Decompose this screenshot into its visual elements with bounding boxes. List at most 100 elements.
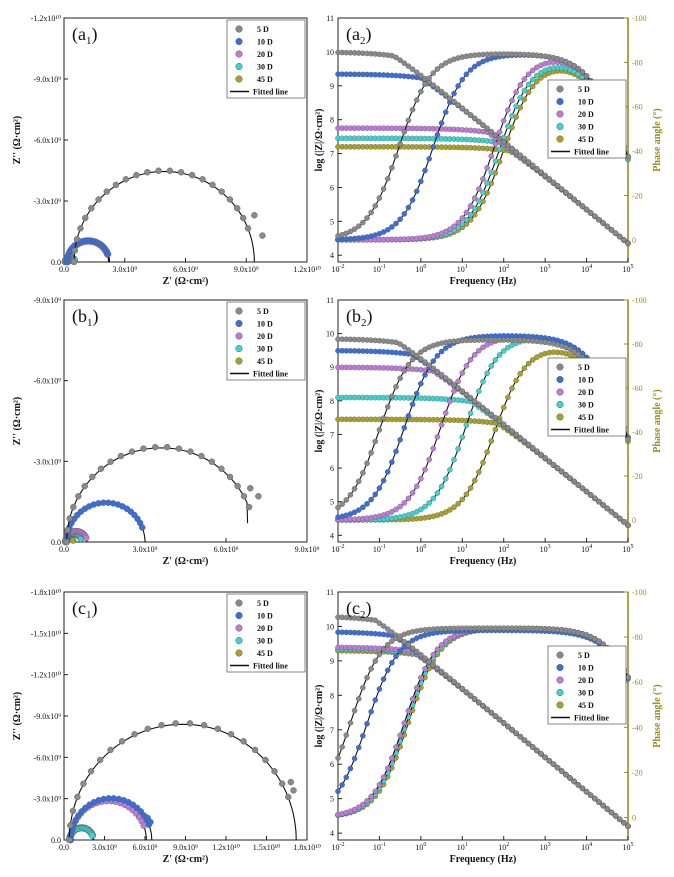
modulus-point: [550, 761, 557, 768]
y2-tick-label: -60: [632, 103, 643, 112]
x-axis-label: Z' (Ω·cm²): [163, 854, 209, 865]
y2-tick-label: -40: [632, 147, 643, 156]
legend-marker: [556, 376, 564, 384]
phase-point: [529, 67, 536, 74]
modulus-point: [538, 751, 544, 757]
y2-tick-label: -40: [632, 428, 643, 437]
data-point: [81, 482, 88, 490]
y-axis-label: log (|Z|/Ω·cm²): [314, 390, 325, 453]
legend-label: 45 D: [578, 135, 594, 144]
x-tick-label: 1.2x10¹⁰: [293, 265, 321, 274]
modulus-point: [546, 758, 553, 764]
modulus-point: [500, 138, 507, 145]
y-tick-label: -9.0x10⁹: [34, 75, 62, 84]
modulus-point: [413, 69, 420, 76]
data-point: [77, 225, 84, 232]
x-tick-label: 105: [623, 544, 634, 554]
data-point: [147, 818, 154, 826]
phase-point: [347, 492, 354, 498]
x-tick-label: 10-1: [373, 544, 386, 554]
data-point: [226, 473, 234, 481]
x-tick-label: 10-2: [332, 544, 345, 554]
phase-point: [422, 81, 428, 88]
phase-point: [625, 436, 631, 443]
phase-point: [368, 793, 374, 800]
plot-frame: [63, 299, 308, 543]
phase-point: [384, 226, 391, 233]
y-tick-label: 10: [326, 330, 334, 339]
x-tick-label: 102: [498, 264, 509, 274]
legend-label: 5 D: [257, 307, 269, 316]
x-tick-label: 1.8x10¹⁰: [293, 843, 321, 852]
y2-tick-label: 0: [632, 813, 636, 822]
legend-marker: [235, 624, 243, 632]
legend-box: [547, 79, 627, 159]
legend-label: Fitted line: [574, 426, 609, 435]
y-tick-label: -6.0x10⁹: [34, 136, 62, 145]
modulus-point: [612, 813, 619, 819]
phase-point: [409, 696, 416, 702]
modulus-point: [463, 108, 470, 115]
modulus-point: [558, 768, 565, 774]
modulus-point: [418, 652, 424, 658]
modulus-point: [546, 458, 553, 465]
y2-tick-label: -60: [632, 678, 643, 687]
phase-point: [376, 195, 383, 201]
phase-point: [451, 504, 457, 510]
legend-label: 45 D: [257, 357, 273, 366]
phase-point: [389, 638, 395, 644]
phase-point: [384, 641, 391, 648]
data-point: [290, 787, 297, 794]
phase-point: [463, 71, 470, 78]
legend-marker: [235, 75, 243, 83]
data-point: [128, 448, 136, 455]
modulus-point: [484, 706, 490, 712]
legend-marker: [556, 676, 564, 684]
modulus-point: [451, 381, 457, 388]
modulus-point: [409, 66, 416, 72]
phase-point: [347, 765, 354, 772]
data-point: [218, 188, 225, 195]
phase-point: [517, 370, 524, 377]
phase-point: [389, 224, 395, 230]
modulus-point: [500, 720, 507, 726]
phase-point: [438, 422, 445, 428]
y2-tick-label: 0: [632, 516, 636, 525]
legend-marker: [235, 307, 243, 315]
y-tick-label: 5: [330, 498, 334, 507]
legend-marker: [556, 135, 564, 143]
modulus-point: [476, 699, 482, 706]
modulus-point: [538, 169, 544, 175]
y-tick-label: -3.0x10⁹: [34, 197, 62, 206]
data-point: [96, 756, 104, 764]
phase-point: [529, 357, 536, 363]
y-axis-label: Z'' (Ω·cm²): [12, 397, 23, 446]
legend-box: [226, 301, 306, 381]
phase-point: [579, 69, 586, 75]
y-tick-label: -1.2x10¹⁰: [31, 14, 61, 23]
modulus-point: [442, 92, 449, 98]
data-point: [95, 196, 102, 203]
modulus-point: [480, 404, 486, 411]
legend-label: Fitted line: [253, 88, 288, 97]
phase-point: [413, 483, 420, 490]
modulus-point: [575, 782, 582, 788]
y-axis-label: log (|Z|/Ω·cm²): [314, 109, 325, 172]
y-tick-label: 0.0: [51, 258, 61, 267]
legend-label: 45 D: [257, 649, 273, 658]
modulus-point: [505, 723, 511, 730]
phase-point: [413, 352, 420, 359]
modulus-point: [393, 54, 399, 61]
y-tick-label: 4: [330, 829, 334, 838]
phase-point: [380, 477, 387, 484]
data-point: [200, 721, 208, 729]
modulus-point: [455, 385, 461, 391]
modulus-point: [409, 645, 416, 651]
legend-marker: [556, 97, 564, 105]
modulus-point: [513, 730, 519, 737]
phase-point: [401, 129, 408, 135]
legend-label: 20 D: [257, 50, 273, 59]
legend: 5 D 10 D 20 D 30 D 45 D Fitted line: [547, 645, 627, 725]
data-point: [70, 258, 78, 266]
phase-point: [418, 88, 424, 95]
